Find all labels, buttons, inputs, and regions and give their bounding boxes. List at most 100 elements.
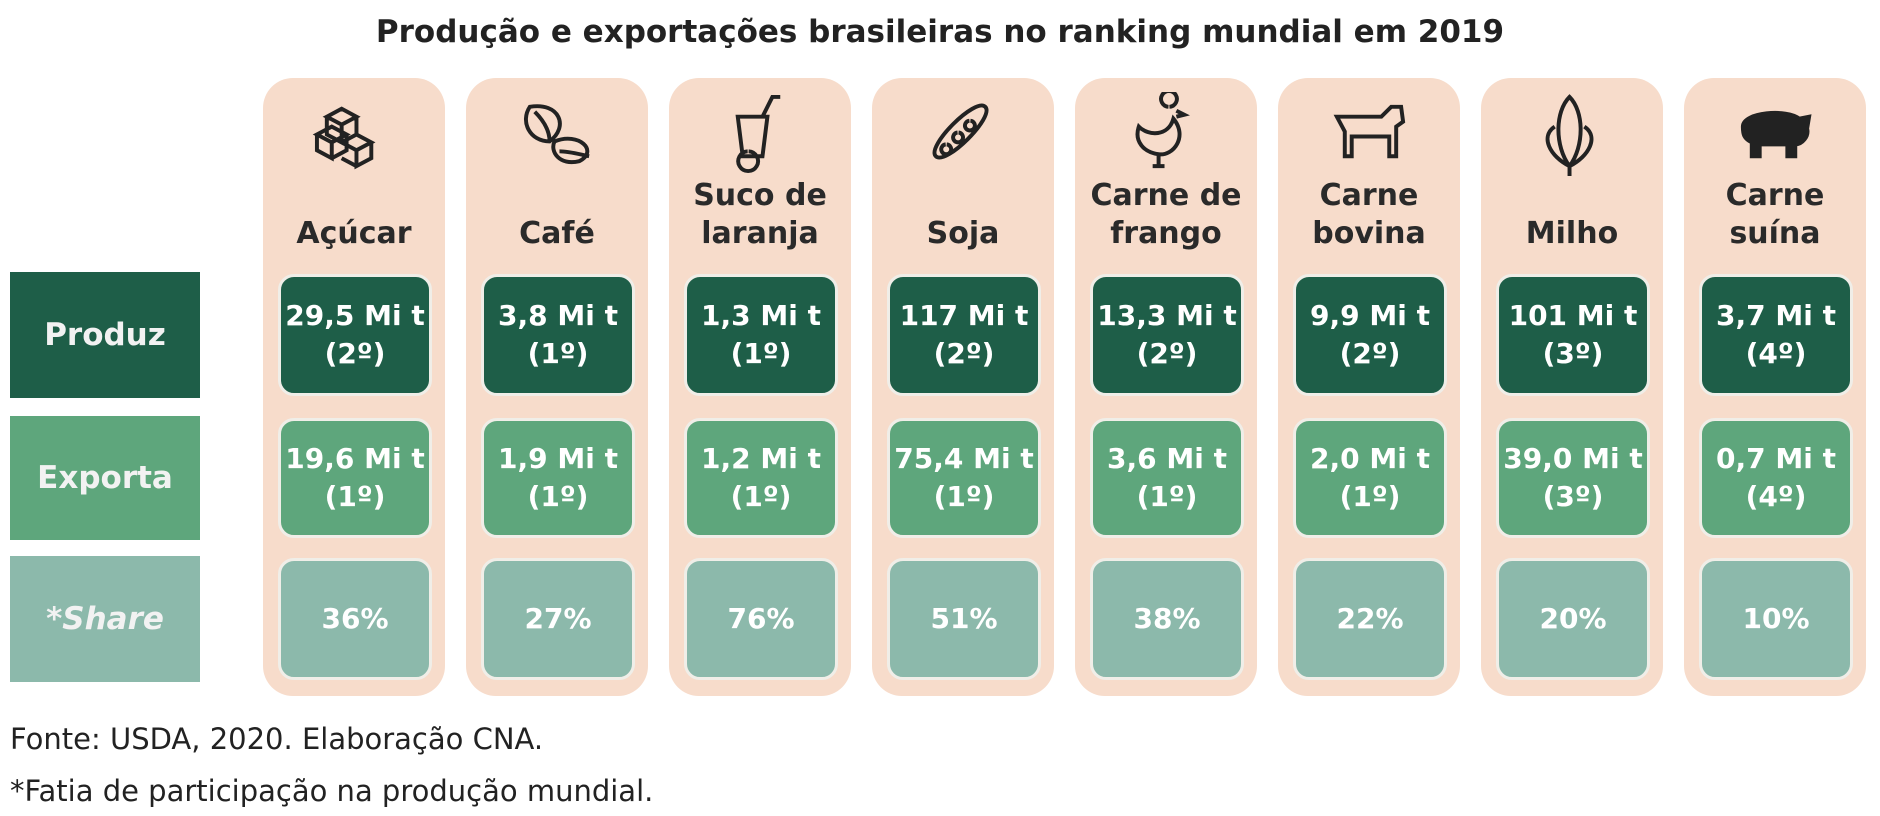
name-line: Café	[519, 216, 595, 251]
column: Açúcar 29,5 Mi t (2º) 19,6 Mi t (1º) 36%	[263, 78, 445, 696]
icon	[523, 104, 590, 165]
column-name: Café	[466, 215, 648, 253]
share-text: 22%	[1336, 602, 1404, 635]
exporta-text: (4º)	[1745, 480, 1807, 513]
exporta-cell: 1,9 Mi t (1º)	[481, 418, 635, 538]
share-cell: 36%	[278, 558, 432, 680]
exporta-cell: 19,6 Mi t (1º)	[278, 418, 432, 538]
exporta-cell: 3,6 Mi t (1º)	[1090, 418, 1244, 538]
produz-text: (2º)	[1136, 337, 1198, 370]
column-name: Carne bovina	[1278, 177, 1460, 253]
name-line: bovina	[1312, 216, 1426, 251]
name-line: Suco de	[693, 178, 827, 213]
icon	[1545, 94, 1594, 176]
name-line: frango	[1110, 216, 1222, 251]
name-line: laranja	[701, 216, 819, 251]
produz-text: 3,7 Mi t	[1716, 299, 1836, 332]
footer-line: *Fatia de participação na produção mundi…	[10, 774, 654, 808]
produz-cell: 13,3 Mi t (2º)	[1090, 274, 1244, 396]
footer-line: Fonte: USDA, 2020. Elaboração CNA.	[10, 722, 544, 756]
produz-cell: 101 Mi t (3º)	[1496, 274, 1650, 396]
name-line: Açúcar	[296, 216, 412, 251]
produz-text: 9,9 Mi t	[1310, 299, 1430, 332]
share-cell: 22%	[1293, 558, 1447, 680]
share-cell: 76%	[684, 558, 838, 680]
exporta-text: (1º)	[527, 480, 589, 513]
produz-text: 13,3 Mi t	[1097, 299, 1237, 332]
name-line: Soja	[926, 216, 1000, 251]
share-cell: 38%	[1090, 558, 1244, 680]
name-line: Carne	[1319, 178, 1419, 213]
icon	[932, 103, 989, 160]
share-text: 36%	[321, 602, 389, 635]
share-text: 10%	[1742, 602, 1810, 635]
title: Produção e exportações brasileiras no ra…	[375, 14, 1505, 50]
exporta-text: 2,0 Mi t	[1310, 442, 1430, 475]
exporta-text: 19,6 Mi t	[285, 442, 425, 475]
share-text: 20%	[1539, 602, 1607, 635]
exporta-cell: 0,7 Mi t (4º)	[1699, 418, 1853, 538]
exporta-text: (1º)	[324, 480, 386, 513]
column: Suco de laranja 1,3 Mi t (1º) 1,2 Mi t (1º) 76…	[669, 78, 851, 696]
exporta-text: 39,0 Mi t	[1503, 442, 1643, 475]
share-text: 51%	[930, 602, 998, 635]
icon	[1135, 92, 1190, 169]
exporta-cell: 1,2 Mi t (1º)	[684, 418, 838, 538]
column-name: Carne suína	[1684, 177, 1866, 253]
produz-text: (2º)	[933, 337, 995, 370]
produz-text: (1º)	[527, 337, 589, 370]
produz-text: (1º)	[730, 337, 792, 370]
exporta-text: (1º)	[1339, 480, 1401, 513]
exporta-cell: 75,4 Mi t (1º)	[887, 418, 1041, 538]
row-label: Produz	[10, 272, 200, 398]
column-name: Soja	[872, 215, 1054, 253]
column: Café 3,8 Mi t (1º) 1,9 Mi t (1º) 27%	[466, 78, 648, 696]
exporta-text: (3º)	[1542, 480, 1604, 513]
name-line: suína	[1729, 216, 1821, 251]
share-cell: 10%	[1699, 558, 1853, 680]
column-name: Milho	[1481, 215, 1663, 253]
column: Soja 117 Mi t (2º) 75,4 Mi t (1º) 51%	[872, 78, 1054, 696]
exporta-cell: 2,0 Mi t (1º)	[1293, 418, 1447, 538]
produz-text: (4º)	[1745, 337, 1807, 370]
column: Carne bovina 9,9 Mi t (2º) 2,0 Mi t (1º) 22%	[1278, 78, 1460, 696]
produz-cell: 29,5 Mi t (2º)	[278, 274, 432, 396]
produz-text: 3,8 Mi t	[498, 299, 618, 332]
name-line: Carne de	[1090, 178, 1242, 213]
column: Carne suína 3,7 Mi t (4º) 0,7 Mi t (4º) 10%	[1684, 78, 1866, 696]
exporta-text: 1,9 Mi t	[498, 442, 618, 475]
exporta-text: (1º)	[1136, 480, 1198, 513]
produz-cell: 1,3 Mi t (1º)	[684, 274, 838, 396]
share-text: 27%	[524, 602, 592, 635]
produz-text: 101 Mi t	[1508, 299, 1638, 332]
exporta-cell: 39,0 Mi t (3º)	[1496, 418, 1650, 538]
share-cell: 51%	[887, 558, 1041, 680]
produz-text: (3º)	[1542, 337, 1604, 370]
produz-cell: 117 Mi t (2º)	[887, 274, 1041, 396]
name-line: Carne	[1725, 178, 1825, 213]
produz-cell: 3,8 Mi t (1º)	[481, 274, 635, 396]
produz-cell: 9,9 Mi t (2º)	[1293, 274, 1447, 396]
produz-text: (2º)	[1339, 337, 1401, 370]
icon	[1333, 104, 1406, 159]
icon	[735, 94, 781, 174]
exporta-text: (1º)	[933, 480, 995, 513]
row-label: Exporta	[10, 416, 200, 540]
row-label: *Share	[10, 556, 200, 682]
share-text: 76%	[727, 602, 795, 635]
icon	[312, 106, 376, 170]
produz-text: (2º)	[324, 337, 386, 370]
produz-cell: 3,7 Mi t (4º)	[1699, 274, 1853, 396]
share-cell: 27%	[481, 558, 635, 680]
exporta-text: 0,7 Mi t	[1716, 442, 1836, 475]
share-text: 38%	[1133, 602, 1201, 635]
exporta-text: (1º)	[730, 480, 792, 513]
produz-text: 29,5 Mi t	[285, 299, 425, 332]
exporta-text: 75,4 Mi t	[894, 442, 1034, 475]
column-name: Carne de frango	[1075, 177, 1257, 253]
name-line: Milho	[1525, 216, 1619, 251]
exporta-text: 1,2 Mi t	[701, 442, 821, 475]
produz-text: 1,3 Mi t	[701, 299, 821, 332]
exporta-text: 3,6 Mi t	[1107, 442, 1227, 475]
